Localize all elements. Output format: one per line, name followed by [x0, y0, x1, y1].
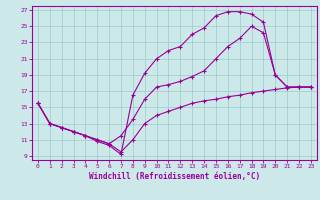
X-axis label: Windchill (Refroidissement éolien,°C): Windchill (Refroidissement éolien,°C)	[89, 172, 260, 181]
